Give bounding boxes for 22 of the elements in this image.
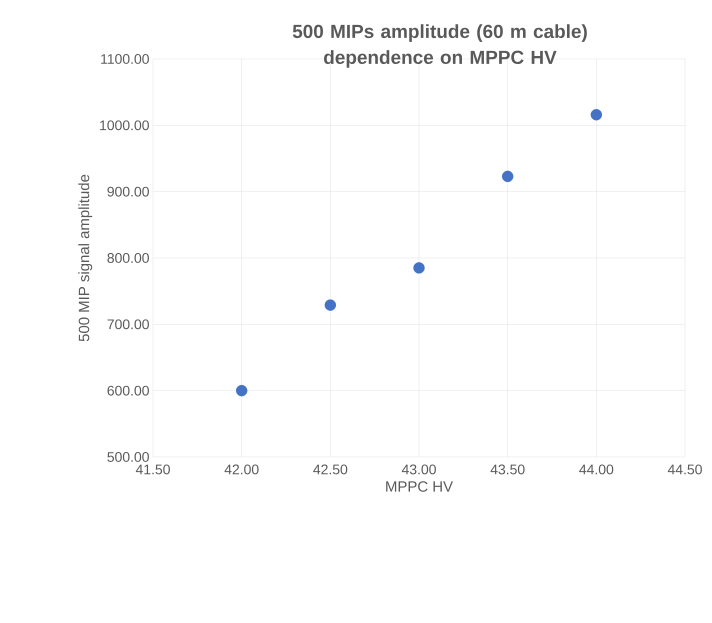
x-axis-title: MPPC HV bbox=[386, 481, 453, 492]
y-tick-label: 1100.00 bbox=[101, 54, 149, 64]
point bbox=[590, 109, 602, 120]
x-tick-label: 44.50 bbox=[668, 464, 702, 474]
x-tick-label: 44.00 bbox=[579, 464, 614, 474]
x-tick-label: 43.00 bbox=[402, 464, 436, 474]
x-tick-label: 41.50 bbox=[136, 464, 170, 474]
y-tick-label: 1000.00 bbox=[100, 120, 149, 130]
point bbox=[413, 262, 425, 274]
y-tick-label: 600.00 bbox=[108, 386, 149, 396]
y-tick-label: 900.00 bbox=[107, 186, 149, 197]
y-tick-label: 700.00 bbox=[108, 319, 149, 330]
point bbox=[324, 299, 336, 311]
y-axis-title: 500 MIP signal amplitude bbox=[78, 174, 92, 342]
point bbox=[502, 170, 514, 182]
x-tick-label: 42.00 bbox=[224, 464, 259, 474]
y-tick-label: 500.00 bbox=[107, 452, 149, 462]
x-tick-label: 43.50 bbox=[490, 464, 525, 474]
point bbox=[236, 384, 248, 396]
chart-title: 500 MIPs amplitude (60 m cable) dependence on MPPC HV bbox=[292, 24, 587, 68]
x-tick-label: 42.50 bbox=[313, 464, 348, 474]
y-tick-label: 800.00 bbox=[107, 253, 149, 263]
